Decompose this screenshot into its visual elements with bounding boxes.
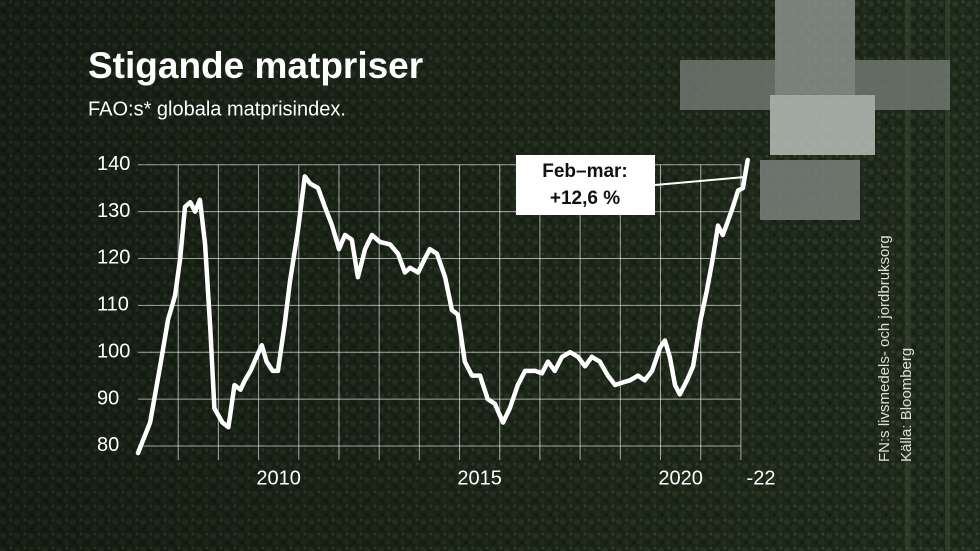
x-tick-label: 2020 [658,467,703,489]
y-tick-label: 120 [97,247,130,269]
grid: 80 90 100 110 120 130 140 2010 2015 2020 -22 [97,153,775,489]
plot [135,157,750,456]
chart-subtitle: FAO:s* globala matprisindex. [88,98,346,120]
annotation-title: Feb–mar: [542,161,628,182]
annotation: Feb–mar: +12,6 % [516,155,746,215]
y-tick-label: 100 [97,340,130,362]
annotation-text: +12,6 % [550,188,620,209]
source: FN:s livsmedels- och jordbruksorg [876,235,893,462]
y-tick-label: 140 [97,153,130,175]
credit: Källa: Bloomberg [898,348,915,462]
y-tick-label: 110 [97,294,129,316]
x-tick-label: 2010 [256,467,301,489]
y-tick-label: 130 [97,200,130,222]
x-tick-label: 2015 [457,467,502,489]
annotation-box [516,155,655,215]
annotation-pointer [654,176,746,186]
tractor [680,0,950,220]
y-tick-label: 90 [97,387,119,409]
y-tick-label: 80 [97,434,119,456]
x-tick-label: -22 [747,467,776,489]
data-line [135,157,750,456]
chart-title: Stigande matpriser [88,45,423,86]
